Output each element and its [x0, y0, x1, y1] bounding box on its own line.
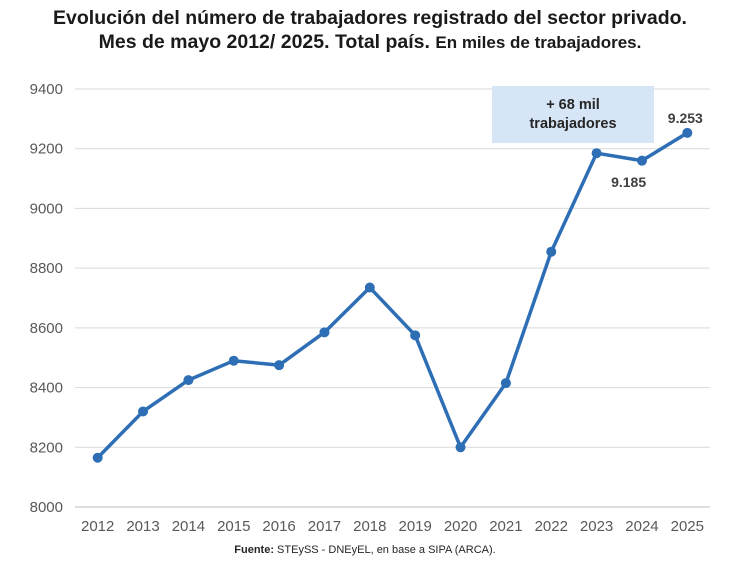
x-tick-label: 2017 — [308, 518, 341, 535]
y-tick-label: 8000 — [30, 499, 63, 516]
annotation-line-1: + 68 mil — [546, 97, 600, 113]
data-point-2024 — [636, 155, 647, 166]
x-tick-label: 2024 — [625, 518, 658, 535]
y-tick-label: 8800 — [30, 260, 63, 277]
x-tick-label: 2023 — [580, 518, 613, 535]
data-label-2025: 9.253 — [668, 110, 703, 126]
y-tick-label: 9000 — [30, 200, 63, 217]
data-point-2012 — [92, 452, 103, 463]
source-label: Fuente: — [234, 544, 274, 556]
data-point-2020 — [455, 442, 466, 453]
data-point-2021 — [500, 378, 511, 389]
chart-title: Evolución del número de trabajadores reg… — [50, 6, 690, 55]
y-tick-label: 8200 — [30, 439, 63, 456]
data-point-2018 — [364, 282, 375, 293]
data-point-2016 — [274, 360, 285, 371]
x-tick-label: 2025 — [671, 518, 704, 535]
y-axis: 8000 8200 8400 8600 8800 9000 9200 9400 — [30, 81, 63, 516]
series-line — [95, 131, 690, 460]
data-labels-layer: 9.185 9.253 — [611, 110, 703, 190]
x-tick-label: 2022 — [535, 518, 568, 535]
x-axis: 2012 2013 2014 2015 2016 2017 2018 2019 2020 2021… — [81, 518, 704, 535]
chart-title-unit: En miles de trabajadores. — [435, 33, 642, 52]
data-point-2019 — [410, 330, 421, 341]
annotation-line-2: trabajadores — [529, 116, 617, 132]
x-tick-label: 2020 — [444, 518, 477, 535]
x-tick-label: 2012 — [81, 518, 114, 535]
data-point-2022 — [546, 246, 557, 257]
x-tick-label: 2019 — [398, 518, 431, 535]
gridlines — [75, 88, 710, 508]
data-point-2013 — [138, 406, 149, 417]
x-tick-label: 2018 — [353, 518, 386, 535]
x-tick-label: 2013 — [126, 518, 159, 535]
x-tick-label: 2021 — [489, 518, 522, 535]
annotation-callout: + 68 mil trabajadores — [492, 86, 654, 143]
x-tick-label: 2016 — [262, 518, 295, 535]
source-text: STEySS - DNEyEL, en base a SIPA (ARCA). — [274, 544, 496, 556]
data-point-2014 — [183, 375, 194, 386]
series-layer — [92, 127, 693, 463]
source-note: Fuente: STEySS - DNEyEL, en base a SIPA … — [0, 544, 730, 556]
data-point-2015 — [228, 355, 239, 366]
data-point-2023 — [591, 148, 602, 159]
y-tick-label: 9400 — [30, 81, 63, 98]
y-tick-label: 9200 — [30, 141, 63, 158]
chart-title-main: Evolución del número de trabajadores reg… — [53, 7, 687, 53]
x-tick-label: 2015 — [217, 518, 250, 535]
x-tick-label: 2014 — [172, 518, 205, 535]
y-tick-label: 8400 — [30, 380, 63, 397]
data-label-2023: 9.185 — [611, 174, 646, 190]
y-tick-label: 8600 — [30, 320, 63, 337]
data-point-2025 — [682, 127, 693, 138]
data-point-2017 — [319, 327, 330, 338]
